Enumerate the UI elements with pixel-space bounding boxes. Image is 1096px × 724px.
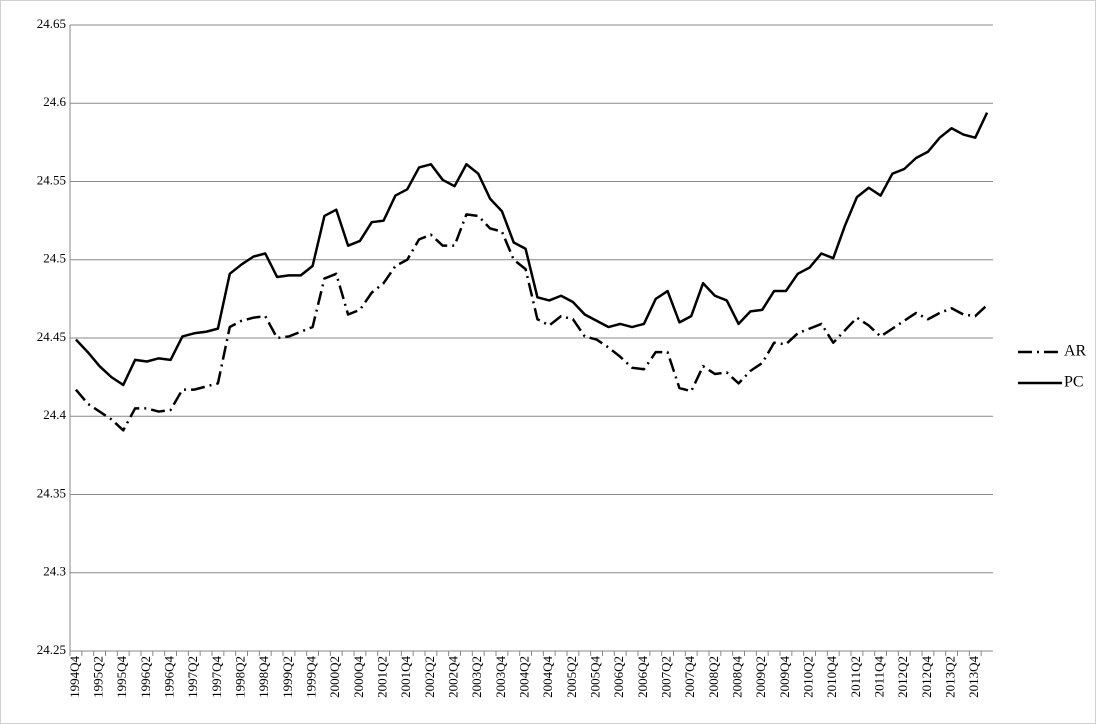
x-tick-label: 2001Q2 <box>375 656 390 698</box>
x-tick-label: 2009Q2 <box>753 656 768 698</box>
x-tick-label: 2003Q2 <box>469 656 484 698</box>
y-tick-label: 24.65 <box>37 16 66 31</box>
x-tick-label: 2000Q4 <box>351 656 366 698</box>
y-tick-label: 24.55 <box>37 172 66 187</box>
x-tick-label: 1998Q2 <box>233 656 248 698</box>
legend-label: AR <box>1064 343 1087 360</box>
x-tick-label: 1997Q4 <box>209 656 224 698</box>
x-tick-label: 1998Q4 <box>256 656 271 698</box>
x-tick-label: 2004Q4 <box>540 656 555 698</box>
x-tick-label: 2006Q4 <box>635 656 650 698</box>
legend-label: PC <box>1064 374 1084 391</box>
x-tick-label: 2012Q4 <box>919 656 934 698</box>
x-tick-label: 2010Q4 <box>824 656 839 698</box>
data-line <box>75 112 989 387</box>
x-tick-label: 2011Q2 <box>848 656 863 697</box>
x-tick-label: 1996Q2 <box>138 656 153 698</box>
x-tick-label: 2001Q4 <box>398 656 413 698</box>
x-tick-label: 2010Q2 <box>801 656 816 698</box>
x-tick-label: 2012Q2 <box>895 656 910 698</box>
x-tick-label: 1995Q4 <box>114 656 129 698</box>
x-tick-label: 2007Q2 <box>659 656 674 698</box>
x-tick-label: 2009Q4 <box>777 656 792 698</box>
y-tick-label: 24.25 <box>37 642 66 657</box>
x-tick-label: 1999Q2 <box>280 656 295 698</box>
x-tick-label: 1994Q4 <box>67 656 82 698</box>
x-tick-label: 2000Q2 <box>327 656 342 698</box>
y-tick-label: 24.35 <box>37 485 66 500</box>
x-tick-label: 2006Q2 <box>611 656 626 698</box>
y-tick-label: 24.45 <box>37 329 66 344</box>
x-tick-label: 2002Q4 <box>446 656 461 698</box>
x-tick-label: 2005Q4 <box>588 656 603 698</box>
y-tick-label: 24.4 <box>43 407 66 422</box>
x-tick-label: 2002Q2 <box>422 656 437 698</box>
x-tick-label: 2005Q2 <box>564 656 579 698</box>
x-tick-label: 2008Q2 <box>706 656 721 698</box>
y-tick-label: 24.3 <box>43 564 66 579</box>
x-tick-label: 2004Q2 <box>517 656 532 698</box>
x-tick-label: 2003Q4 <box>493 656 508 698</box>
x-tick-label: 2007Q4 <box>682 656 697 698</box>
x-tick-label: 2013Q2 <box>943 656 958 698</box>
x-tick-label: 1999Q4 <box>304 656 319 698</box>
y-tick-label: 24.5 <box>43 251 66 266</box>
x-tick-label: 1997Q2 <box>185 656 200 698</box>
x-tick-label: 1995Q2 <box>91 656 106 698</box>
x-tick-label: 1996Q4 <box>162 656 177 698</box>
x-tick-label: 2008Q4 <box>730 656 745 698</box>
data-line <box>74 213 988 432</box>
x-tick-label: 2011Q4 <box>872 656 887 698</box>
y-tick-label: 24.6 <box>43 94 66 109</box>
x-tick-label: 2013Q4 <box>966 656 981 698</box>
